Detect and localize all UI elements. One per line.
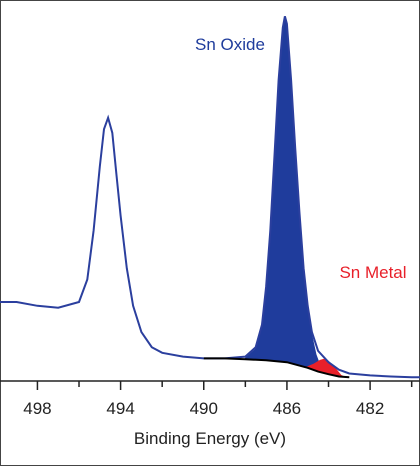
x-tick-label: 498 bbox=[23, 399, 51, 418]
x-axis-label: Binding Energy (eV) bbox=[134, 429, 286, 448]
line bbox=[203, 357, 350, 379]
x-tick-label: 486 bbox=[273, 399, 301, 418]
x-tick-label: 482 bbox=[356, 399, 384, 418]
x-tick-label: 490 bbox=[190, 399, 218, 418]
line bbox=[0, 16, 420, 379]
x-tick-label: 494 bbox=[106, 399, 134, 418]
annotation: Sn Metal bbox=[339, 263, 406, 282]
annotation: Sn Oxide bbox=[195, 35, 265, 54]
plot-area bbox=[0, 16, 420, 379]
